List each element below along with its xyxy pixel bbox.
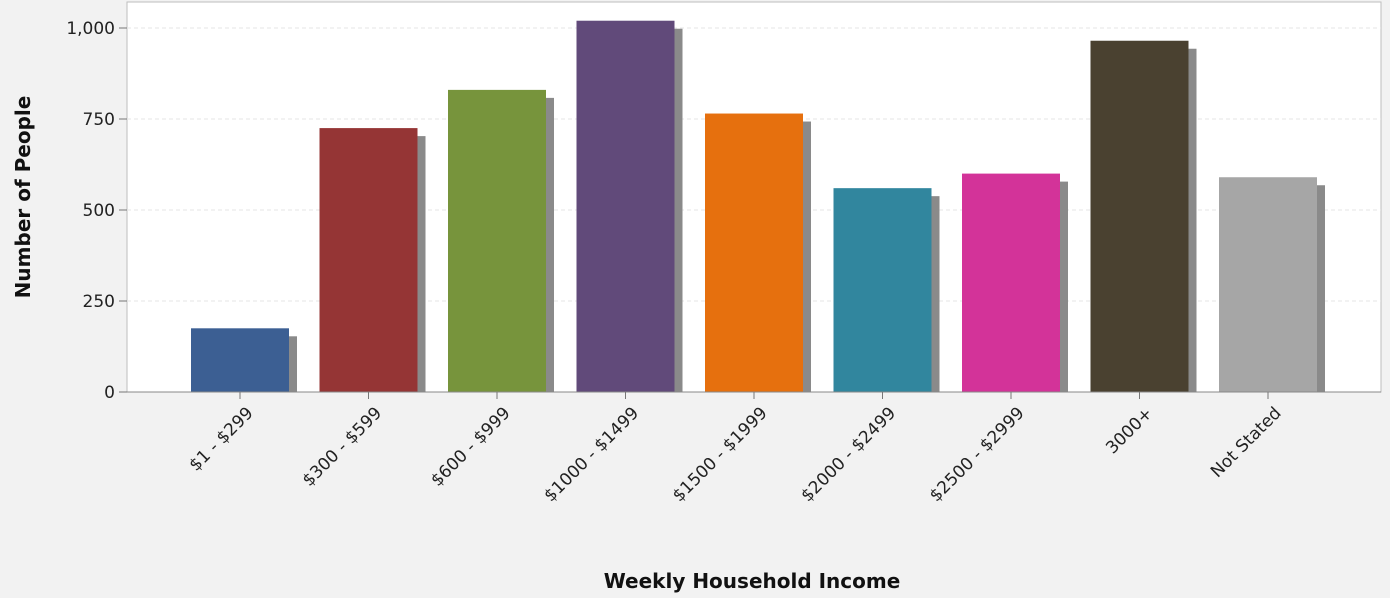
y-tick-label: 500 [83,201,115,221]
y-tick-label: 0 [104,383,115,403]
y-axis-title: Number of People [11,96,35,299]
x-tick-label: $600 - $999 [427,403,514,490]
x-axis-title: Weekly Household Income [604,569,901,593]
x-tick-label: $2000 - $2499 [797,403,900,506]
bar[interactable] [1090,40,1189,393]
y-tick-label: 1,000 [66,19,115,39]
x-tick-label: $300 - $599 [299,403,386,490]
bar[interactable] [448,89,546,392]
bar[interactable] [576,20,675,392]
y-tick-label: 250 [83,292,115,312]
x-tick-label: $2500 - $2999 [926,403,1029,506]
bar[interactable] [319,128,418,392]
x-tick-label: 3000+ [1102,403,1157,458]
y-axis: 0 250 500 750 1,000 [66,19,127,403]
bar[interactable] [705,113,803,392]
x-tick-label: $1500 - $1999 [669,403,772,506]
bar[interactable] [833,188,932,392]
x-tick-label: $1000 - $1499 [540,403,643,506]
bar[interactable] [1219,177,1317,392]
y-tick-label: 750 [83,110,115,130]
x-tick-label: Not Stated [1207,403,1285,481]
x-axis: $1 - $299 $300 - $599 $600 - $999 $1000 - $… [127,391,1381,506]
bar[interactable] [962,173,1060,392]
bar[interactable] [191,328,289,392]
x-tick-label: $1 - $299 [186,403,258,475]
bars [191,20,1317,393]
